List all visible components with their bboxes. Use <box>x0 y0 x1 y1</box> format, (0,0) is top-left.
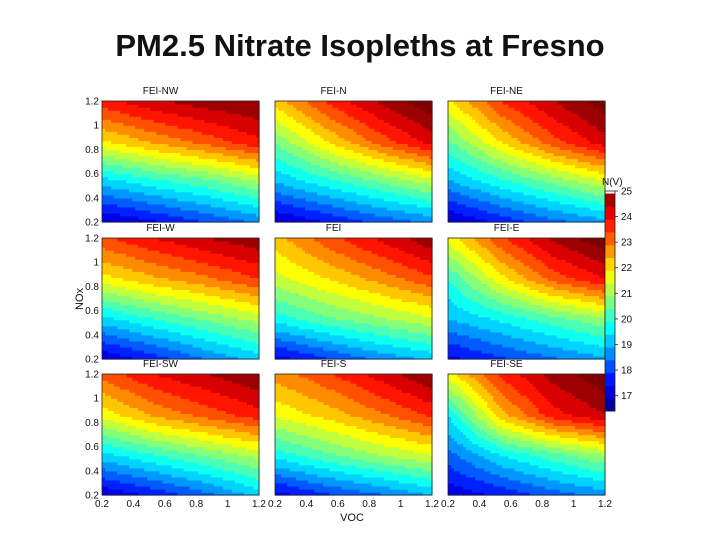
panel-fei-nw: FEI-NW <box>102 86 260 223</box>
panel-fei-ne: FEI-NE <box>448 86 606 223</box>
isopleth-figure: FEI-NW FEI-N FEI-NEFEI-W FEI FEI-EFEI-SW FEI-… <box>0 0 720 540</box>
panel-label-fei-n: FEI-N <box>320 86 346 97</box>
panel-label-fei-nw: FEI-NW <box>143 86 179 97</box>
panel-fei-n: FEI-N <box>275 86 433 223</box>
